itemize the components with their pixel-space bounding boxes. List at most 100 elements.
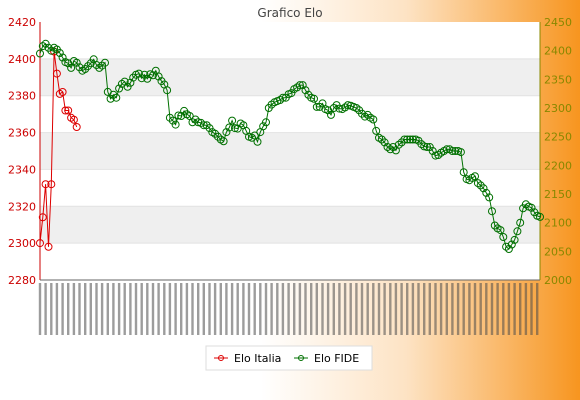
x-tick-mark [44,283,47,335]
data-point [106,94,115,103]
data-point [423,143,431,151]
data-point [304,90,313,99]
x-tick-mark [496,283,499,335]
x-tick-mark [428,283,431,335]
data-point [485,193,494,202]
legend-label: Elo FIDE [314,352,359,365]
legend-swatch-marker [218,355,224,361]
x-tick-mark [332,283,335,335]
x-tick-mark [293,283,296,335]
x-tick-mark [451,283,454,335]
data-point [72,58,81,67]
data-point [214,132,222,141]
data-point [341,103,350,112]
data-point [386,145,395,154]
x-tick-mark [304,283,307,335]
x-tick-mark [197,283,200,335]
data-point [406,135,415,144]
data-point [188,118,197,127]
x-tick-mark [72,283,76,335]
data-point [471,172,479,181]
data-point [516,218,525,227]
x-tick-mark [468,283,471,335]
data-point [372,126,381,135]
data-point [163,86,172,95]
data-point [456,148,465,157]
x-tick-mark [253,283,256,335]
data-point [343,101,352,110]
legend-box [205,345,373,371]
data-point [363,110,372,119]
data-point [253,137,262,146]
data-point [52,69,61,78]
left-tick-label: 2360 [8,127,36,140]
data-point [134,69,143,78]
data-point [202,121,211,130]
data-point [58,53,67,62]
x-tick-mark [55,283,59,335]
x-tick-mark [349,283,352,335]
left-tick-label: 2420 [8,16,36,29]
data-point [428,147,437,155]
x-tick-mark [411,283,415,335]
x-tick-mark [315,283,318,335]
x-tick-mark [456,283,460,335]
x-tick-mark [163,283,166,335]
x-tick-mark [157,283,160,335]
x-tick-mark [423,283,426,335]
x-tick-mark [479,283,482,335]
x-tick-mark [326,283,330,335]
x-tick-mark [185,283,189,335]
data-point [72,123,81,131]
x-tick-mark [129,283,132,335]
data-point [510,235,519,244]
x-tick-mark [100,283,104,335]
data-point [262,118,270,127]
data-point [488,207,496,216]
data-point [507,240,516,249]
data-point [329,104,338,112]
legend-label: Elo Italia [234,352,281,365]
x-tick-mark [417,283,420,335]
x-tick-mark [473,283,477,335]
data-point [81,65,90,73]
x-tick-mark [168,283,172,335]
x-tick-mark [270,283,273,335]
data-point [168,116,177,125]
right-tick-label: 2050 [544,245,572,258]
data-point [394,140,403,149]
data-point [95,63,104,72]
right-tick-label: 2350 [544,73,572,86]
data-point [358,109,366,118]
data-point [496,226,505,235]
data-point [230,124,239,133]
x-tick-mark [140,283,143,335]
data-point [310,94,318,103]
data-point [112,93,121,102]
left-tick-label: 2320 [8,200,36,213]
x-tick-mark [67,283,70,335]
data-point [41,180,50,189]
data-point [247,133,256,142]
data-point [287,89,296,98]
data-point [278,93,287,102]
x-tick-mark [343,283,347,335]
series-line [39,43,541,250]
data-point [228,116,237,125]
data-point [327,110,335,119]
data-point [383,143,392,151]
data-point [476,181,485,190]
x-tick-mark [180,283,183,335]
x-tick-mark [298,283,302,335]
data-point [377,135,386,144]
x-tick-mark [219,283,222,335]
x-tick-mark [462,283,465,335]
data-point [400,135,409,144]
x-tick-mark [151,283,155,335]
x-tick-mark [406,283,409,335]
x-tick-mark [38,283,42,335]
x-tick-mark [208,283,211,335]
data-point [86,59,95,68]
data-point [36,49,44,58]
